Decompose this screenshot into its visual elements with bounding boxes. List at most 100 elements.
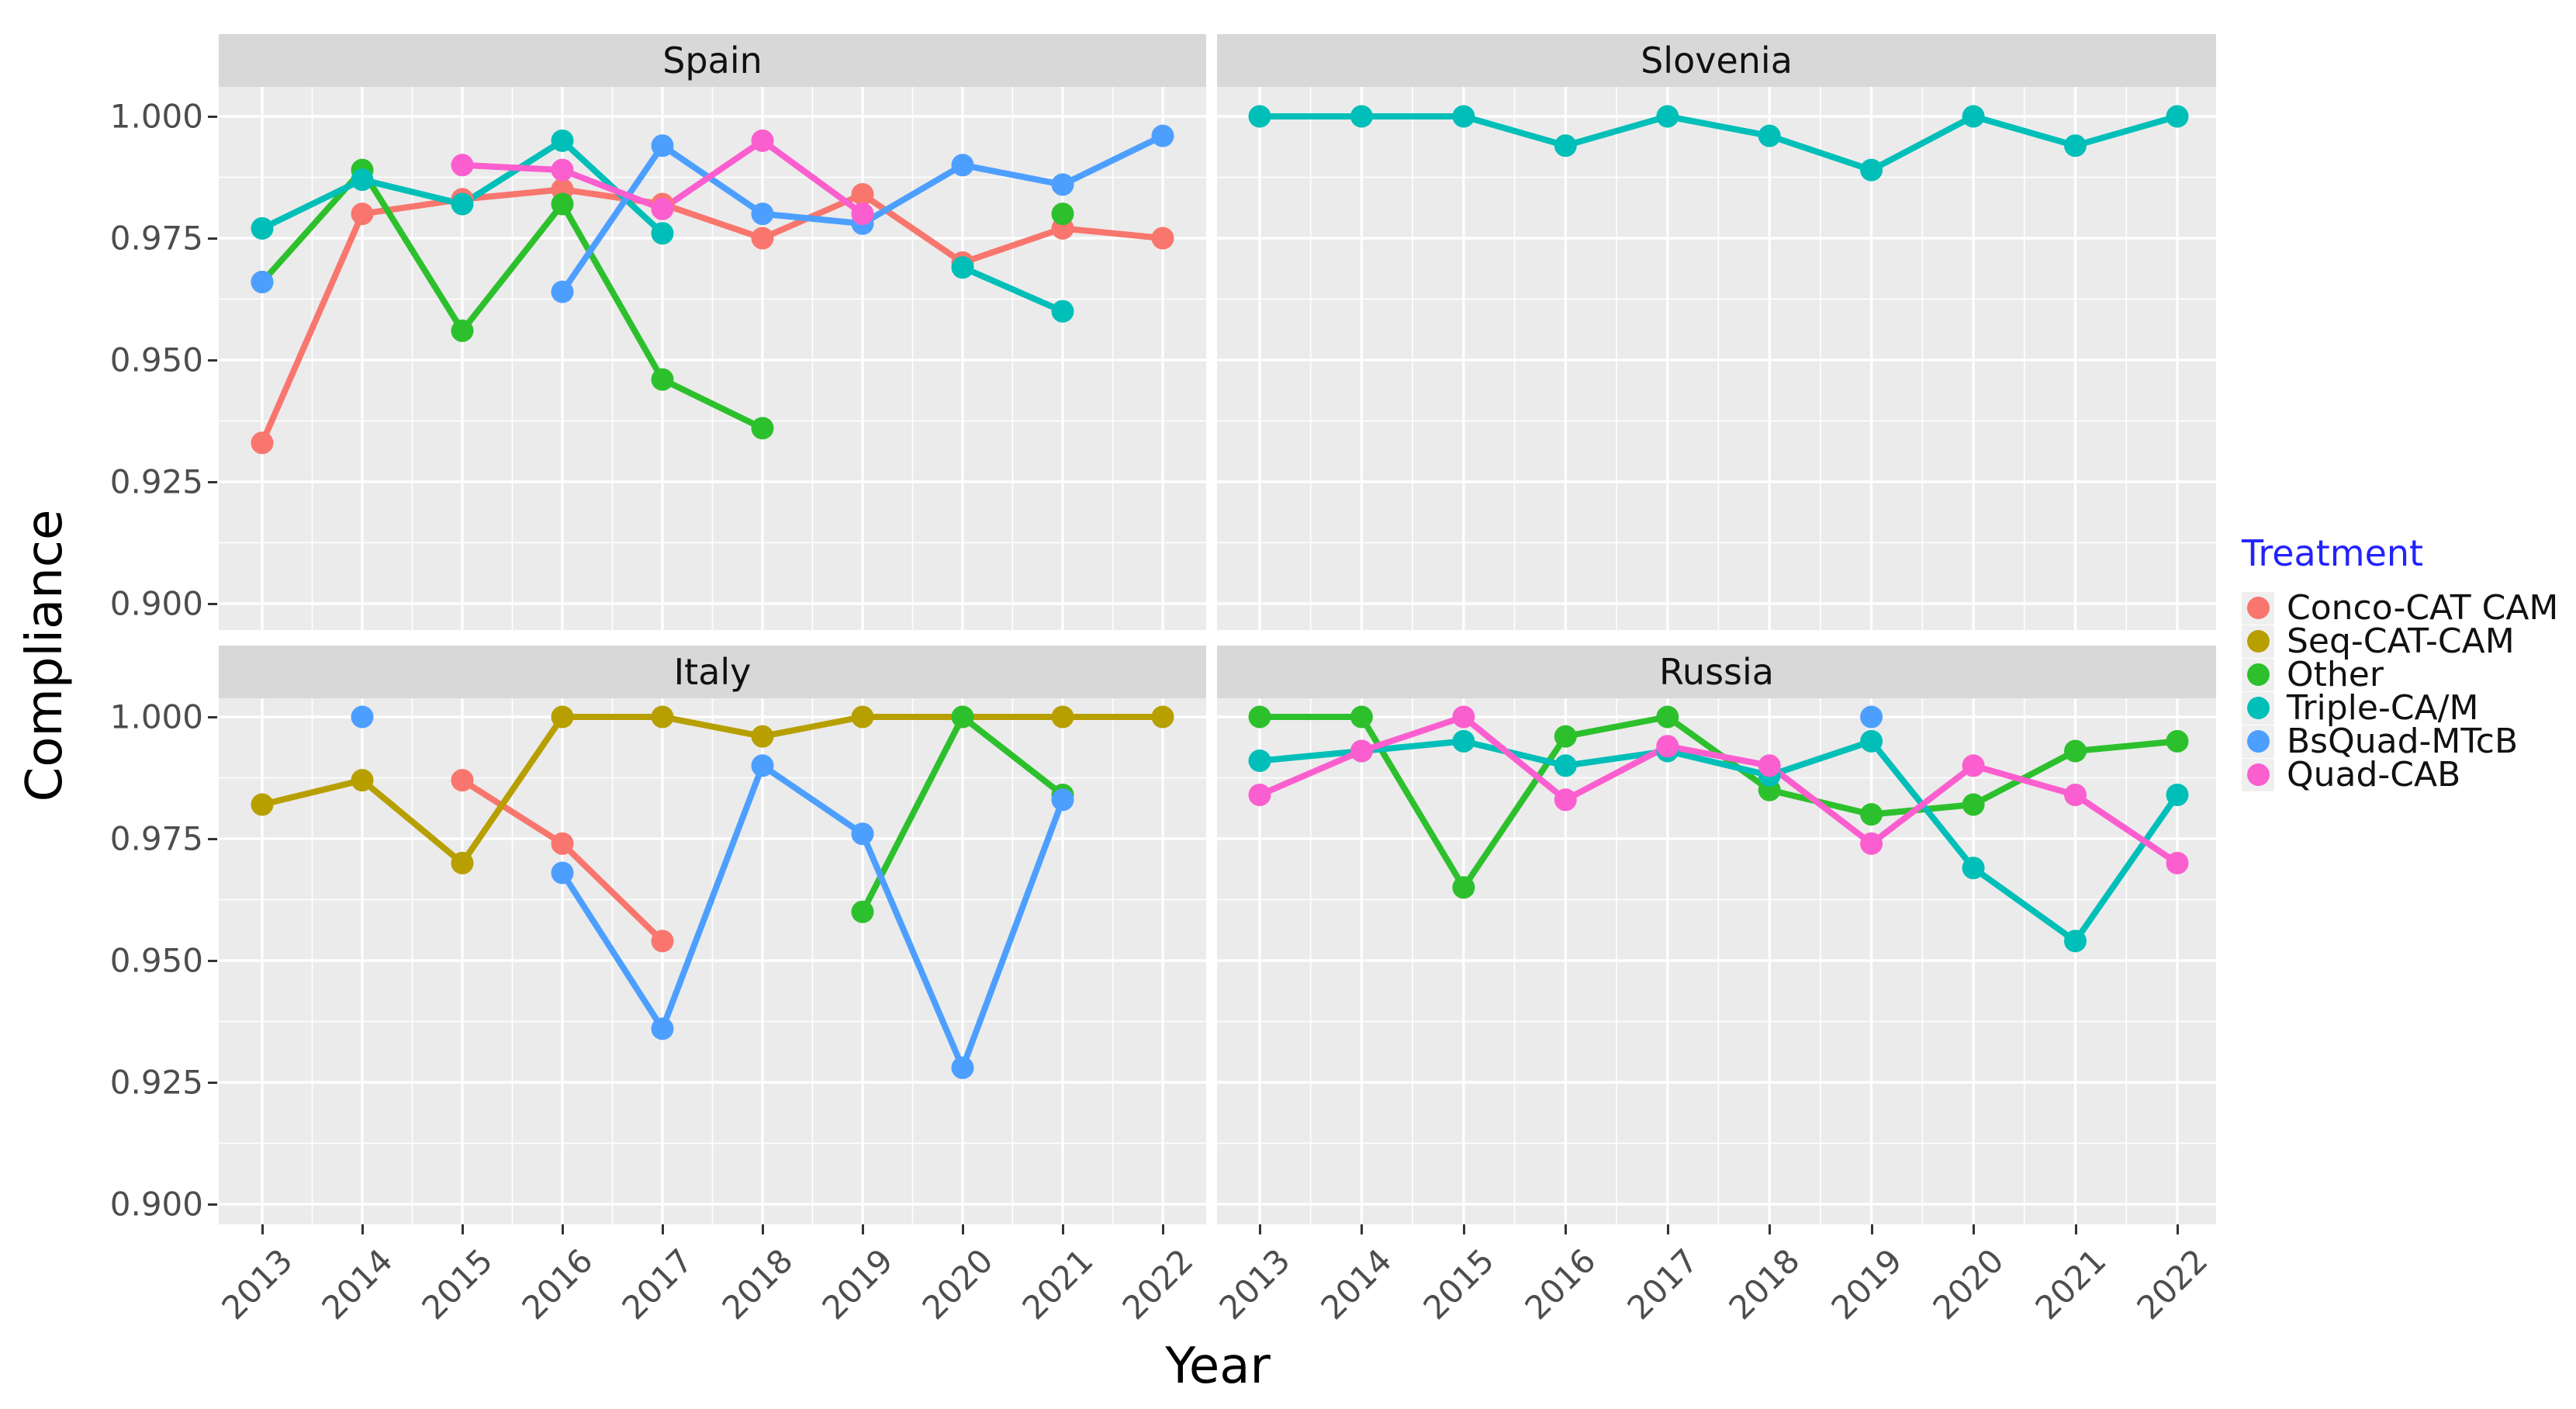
point-Quad-CAB-2017 xyxy=(1656,735,1679,758)
point-Quad-CAB-2016 xyxy=(551,158,574,182)
line-Seq-CAT-CAM xyxy=(259,714,1166,867)
point-Triple-CA/M-2020 xyxy=(951,256,974,279)
legend-dot-icon xyxy=(2246,763,2270,786)
point-Other-2020 xyxy=(951,705,974,729)
point-Quad-CAB-2021 xyxy=(2064,784,2087,806)
point-BsQuad-MTcB-2016 xyxy=(551,280,574,303)
legend-item-BsQuad-MTcB: BsQuad-MTcB xyxy=(2242,722,2558,761)
x-tick-mark xyxy=(1361,1224,1364,1234)
point-Quad-CAB-2018 xyxy=(751,129,774,152)
point-Quad-CAB-2015 xyxy=(451,154,474,177)
legend-key xyxy=(2242,691,2274,725)
facet-strip-russia: Russia xyxy=(1217,646,2216,698)
y-tick-mark xyxy=(208,116,217,118)
x-tick-mark xyxy=(261,1224,264,1234)
x-tick-mark xyxy=(1462,1224,1465,1234)
point-BsQuad-MTcB-2013 xyxy=(251,271,274,293)
plot-panel-italy xyxy=(219,698,1206,1224)
point-BsQuad-MTcB-2019 xyxy=(1860,705,1883,729)
point-Conco-CAT CAM-2013 xyxy=(251,431,274,455)
point-Triple-CA/M-2015 xyxy=(451,192,474,216)
legend-key xyxy=(2242,625,2274,658)
point-BsQuad-MTcB-2020 xyxy=(951,1056,974,1079)
point-Quad-CAB-2015 xyxy=(1452,705,1475,729)
point-Triple-CA/M-2013 xyxy=(1248,105,1271,128)
legend-item-label: Quad-CAB xyxy=(2287,755,2461,795)
point-Other-2019 xyxy=(1860,803,1883,826)
point-Other-2013 xyxy=(1248,705,1271,729)
y-tick-label: 0.950 xyxy=(109,341,203,379)
legend: Treatment Conco-CAT CAM Seq-CAT-CAM Other T… xyxy=(2242,532,2559,795)
point-Triple-CA/M-2021 xyxy=(1051,299,1074,323)
line-Triple-CA/M xyxy=(1257,113,2180,174)
x-tick-mark xyxy=(662,1224,664,1234)
line-Triple-CA/M xyxy=(960,264,1066,315)
legend-items: Conco-CAT CAM Seq-CAT-CAM Other Triple-CA/M… xyxy=(2242,588,2559,795)
y-tick-label: 1.000 xyxy=(109,97,203,136)
y-tick-mark xyxy=(208,359,217,362)
point-Triple-CA/M-2014 xyxy=(351,168,374,192)
x-tick-mark xyxy=(462,1224,464,1234)
point-Quad-CAB-2019 xyxy=(851,203,874,226)
legend-dot-icon xyxy=(2246,730,2270,753)
x-tick-mark xyxy=(2176,1224,2179,1234)
point-BsQuad-MTcB-2018 xyxy=(751,203,774,226)
y-tick-label: 0.900 xyxy=(109,1185,203,1224)
point-Seq-CAT-CAM-2014 xyxy=(351,769,374,792)
x-tick-label: 2022 xyxy=(2129,1241,2215,1328)
x-tick-mark xyxy=(1973,1224,1976,1234)
y-tick-mark xyxy=(208,603,217,605)
legend-item-Other: Other xyxy=(2242,655,2558,694)
point-Conco-CAT CAM-2017 xyxy=(651,930,674,953)
point-Other-2016 xyxy=(551,192,574,216)
legend-item-Conco-CAT CAM: Conco-CAT CAM xyxy=(2242,588,2559,628)
point-Triple-CA/M-2017 xyxy=(1656,105,1679,128)
point-Other-2020 xyxy=(1962,793,1985,816)
point-Quad-CAB-2014 xyxy=(1350,739,1373,763)
point-BsQuad-MTcB-2022 xyxy=(1151,124,1174,147)
point-Seq-CAT-CAM-2021 xyxy=(1051,705,1074,729)
y-tick-mark xyxy=(208,1203,217,1206)
y-tick-label: 1.000 xyxy=(109,698,203,736)
legend-dot-icon xyxy=(2246,663,2270,686)
facet-title-italy: Italy xyxy=(673,651,752,693)
legend-key xyxy=(2242,758,2274,791)
point-Seq-CAT-CAM-2015 xyxy=(451,851,474,874)
legend-title: Treatment xyxy=(2242,532,2424,574)
x-tick-mark xyxy=(1565,1224,1568,1234)
y-tick-label: 0.975 xyxy=(109,819,203,858)
point-Triple-CA/M-2019 xyxy=(1860,158,1883,182)
legend-item-label: Triple-CA/M xyxy=(2287,688,2479,728)
point-Quad-CAB-2017 xyxy=(651,197,674,220)
point-Triple-CA/M-2013 xyxy=(1248,750,1271,772)
point-Other-2015 xyxy=(1452,876,1475,899)
facet-strip-italy: Italy xyxy=(219,646,1206,698)
x-tick-mark xyxy=(762,1224,764,1234)
facet-title-russia: Russia xyxy=(1659,651,1774,693)
x-tick-mark xyxy=(1666,1224,1669,1234)
point-Conco-CAT CAM-2022 xyxy=(1151,227,1174,250)
x-axis-title: Year xyxy=(1165,1338,1271,1395)
facet-title-spain: Spain xyxy=(662,40,762,81)
legend-item-label: Conco-CAT CAM xyxy=(2287,588,2559,628)
point-Conco-CAT CAM-2015 xyxy=(451,769,474,792)
point-BsQuad-MTcB-2017 xyxy=(651,134,674,158)
point-Triple-CA/M-2019 xyxy=(1860,729,1883,753)
point-Conco-CAT CAM-2019 xyxy=(851,183,874,206)
point-Conco-CAT CAM-2014 xyxy=(351,203,374,226)
point-Triple-CA/M-2020 xyxy=(1962,105,1985,128)
point-Seq-CAT-CAM-2018 xyxy=(751,725,774,748)
y-tick-label: 0.975 xyxy=(109,219,203,258)
legend-item-label: BsQuad-MTcB xyxy=(2287,722,2519,761)
y-tick-mark xyxy=(208,838,217,840)
point-Triple-CA/M-2014 xyxy=(1350,105,1373,128)
point-Triple-CA/M-2021 xyxy=(2064,930,2087,953)
line-Conco-CAT CAM xyxy=(259,186,1166,446)
y-tick-mark xyxy=(208,481,217,483)
point-Other-2019 xyxy=(851,900,874,923)
y-tick-label: 0.900 xyxy=(109,584,203,623)
point-Triple-CA/M-2016 xyxy=(1554,134,1577,158)
y-tick-mark xyxy=(208,960,217,962)
y-tick-label: 0.925 xyxy=(109,1063,203,1102)
